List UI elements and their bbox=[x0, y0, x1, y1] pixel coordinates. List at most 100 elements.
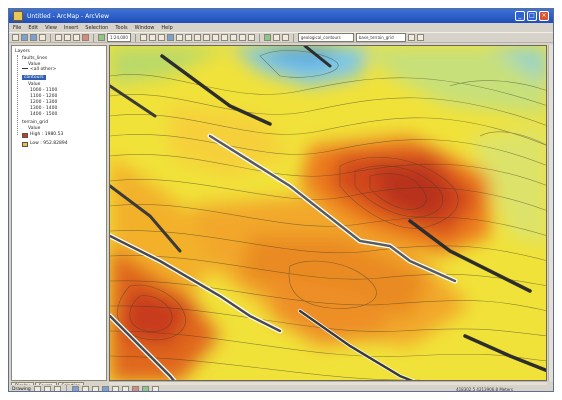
drawing-menu[interactable]: Drawing bbox=[12, 386, 31, 392]
toc-legend-entry: <all other> bbox=[30, 67, 57, 72]
coordinates-readout: 418302.5 4213906.8 Meters bbox=[456, 386, 513, 392]
menu-selection[interactable]: Selection bbox=[85, 24, 109, 31]
toc-legend-entry: 1100 - 1200 bbox=[30, 94, 58, 99]
menu-tools[interactable]: Tools bbox=[115, 24, 128, 31]
layer-combo[interactable]: geological_contours bbox=[297, 33, 354, 42]
target-combo[interactable]: base_terrain_grid bbox=[355, 33, 406, 42]
scale-combo[interactable]: 1:24,000 bbox=[107, 33, 131, 42]
editor-icon[interactable] bbox=[263, 34, 271, 41]
previous-extent-icon[interactable] bbox=[193, 34, 201, 41]
save-icon[interactable] bbox=[30, 34, 37, 41]
fault-line bbox=[303, 46, 332, 68]
attributes-icon[interactable] bbox=[281, 34, 289, 41]
menu-help[interactable]: Help bbox=[161, 24, 173, 31]
rectangle-icon[interactable] bbox=[71, 385, 79, 391]
horizontal-scrollbar[interactable] bbox=[109, 381, 547, 385]
measure-icon[interactable] bbox=[247, 34, 255, 41]
terrain-map bbox=[110, 46, 546, 380]
tree-line bbox=[17, 55, 18, 135]
cut-icon[interactable] bbox=[55, 34, 62, 41]
print-icon[interactable] bbox=[39, 34, 46, 41]
sketch-icon[interactable] bbox=[272, 34, 280, 41]
title-bar: Untitled - ArcMap - ArcView _ □ × bbox=[9, 9, 553, 23]
italic-icon[interactable] bbox=[111, 385, 119, 391]
fault-line bbox=[160, 54, 272, 126]
new-icon[interactable] bbox=[12, 34, 19, 41]
rotate-icon[interactable] bbox=[43, 385, 51, 391]
help-icon[interactable] bbox=[416, 34, 424, 41]
copy-icon[interactable] bbox=[64, 34, 71, 41]
select-elements-icon[interactable] bbox=[220, 34, 228, 41]
maximize-button[interactable]: □ bbox=[527, 11, 537, 21]
full-extent-icon[interactable] bbox=[166, 34, 174, 41]
delete-icon[interactable] bbox=[82, 34, 89, 41]
toc-legend-entry: 1300 - 1400 bbox=[30, 106, 58, 111]
toolbar-separator bbox=[50, 33, 51, 42]
toc-layer-contours[interactable]: contours bbox=[22, 75, 46, 80]
fault-line bbox=[110, 84, 157, 118]
select-arrow-icon[interactable] bbox=[33, 385, 41, 391]
open-icon[interactable] bbox=[21, 34, 28, 41]
toc-layer-terrain[interactable]: terrain_grid bbox=[22, 120, 49, 125]
table-of-contents: Layers faults_lines Value <all other> co… bbox=[11, 45, 107, 381]
toolbar-separator bbox=[292, 33, 294, 42]
fixed-zoom-out-icon[interactable] bbox=[184, 34, 192, 41]
standard-toolbar: 1:24,000 geological_contours base_terrai… bbox=[9, 32, 553, 43]
underline-icon[interactable] bbox=[121, 385, 129, 391]
toc-legend-entry: 1200 - 1300 bbox=[30, 100, 58, 105]
find-icon[interactable] bbox=[238, 34, 246, 41]
fault-line bbox=[298, 309, 414, 380]
font-color-icon[interactable] bbox=[131, 385, 139, 391]
fault-line bbox=[110, 184, 182, 253]
pan-icon[interactable] bbox=[157, 34, 165, 41]
identify-icon[interactable] bbox=[229, 34, 237, 41]
toolbar-separator bbox=[258, 33, 260, 42]
fault-line bbox=[463, 334, 546, 373]
bold-icon[interactable] bbox=[101, 385, 109, 391]
toc-layer-faults[interactable]: faults_lines bbox=[22, 56, 48, 61]
window-title: Untitled - ArcMap - ArcView bbox=[27, 12, 110, 20]
menu-bar: File Edit View Insert Selection Tools Wi… bbox=[9, 23, 553, 32]
add-data-icon[interactable] bbox=[98, 34, 105, 41]
toolbar-separator bbox=[134, 33, 136, 42]
menu-insert[interactable]: Insert bbox=[63, 24, 79, 31]
options-icon[interactable] bbox=[407, 34, 415, 41]
app-icon bbox=[13, 11, 23, 21]
line-color-icon[interactable] bbox=[151, 385, 159, 391]
next-extent-icon[interactable] bbox=[202, 34, 210, 41]
fault-line bbox=[208, 134, 457, 283]
toc-label: Value bbox=[28, 62, 41, 67]
fault-line bbox=[110, 234, 282, 333]
font-icon[interactable] bbox=[91, 385, 99, 391]
zoom-in-icon[interactable] bbox=[139, 34, 147, 41]
zoom-out-icon[interactable] bbox=[148, 34, 156, 41]
menu-file[interactable]: File bbox=[13, 24, 22, 31]
toolbar-separator bbox=[65, 385, 67, 391]
zoom-page-icon[interactable] bbox=[53, 385, 61, 391]
menu-view[interactable]: View bbox=[45, 24, 57, 31]
toc-root-layers[interactable]: Layers bbox=[15, 49, 30, 54]
paste-icon[interactable] bbox=[73, 34, 80, 41]
toc-legend-entry: 1000 - 1100 bbox=[30, 88, 58, 93]
arcmap-window: Untitled - ArcMap - ArcView _ □ × File E… bbox=[8, 8, 554, 392]
fill-color-icon[interactable] bbox=[141, 385, 149, 391]
close-button[interactable]: × bbox=[539, 11, 549, 21]
menu-edit[interactable]: Edit bbox=[28, 24, 39, 31]
draw-toolbar: Drawing 418302.5 4213906.8 Meters bbox=[9, 385, 553, 392]
menu-window[interactable]: Window bbox=[134, 24, 155, 31]
minimize-button[interactable]: _ bbox=[515, 11, 525, 21]
select-features-icon[interactable] bbox=[211, 34, 219, 41]
toc-label: Value bbox=[28, 82, 41, 87]
text-icon[interactable] bbox=[81, 385, 89, 391]
fixed-zoom-in-icon[interactable] bbox=[175, 34, 183, 41]
fault-line bbox=[110, 314, 175, 380]
toolbar-separator bbox=[93, 33, 94, 42]
toc-legend-high: High : 1980.53 bbox=[30, 132, 64, 137]
low-value-swatch bbox=[22, 142, 28, 147]
toc-legend-entry: 1400 - 1500 bbox=[30, 112, 58, 117]
toc-legend-low: Low : 952.82894 bbox=[30, 141, 68, 146]
fault-lines bbox=[110, 46, 546, 380]
map-view[interactable] bbox=[109, 45, 547, 381]
vertical-scrollbar[interactable] bbox=[548, 45, 553, 381]
toc-label: Value bbox=[28, 126, 41, 131]
